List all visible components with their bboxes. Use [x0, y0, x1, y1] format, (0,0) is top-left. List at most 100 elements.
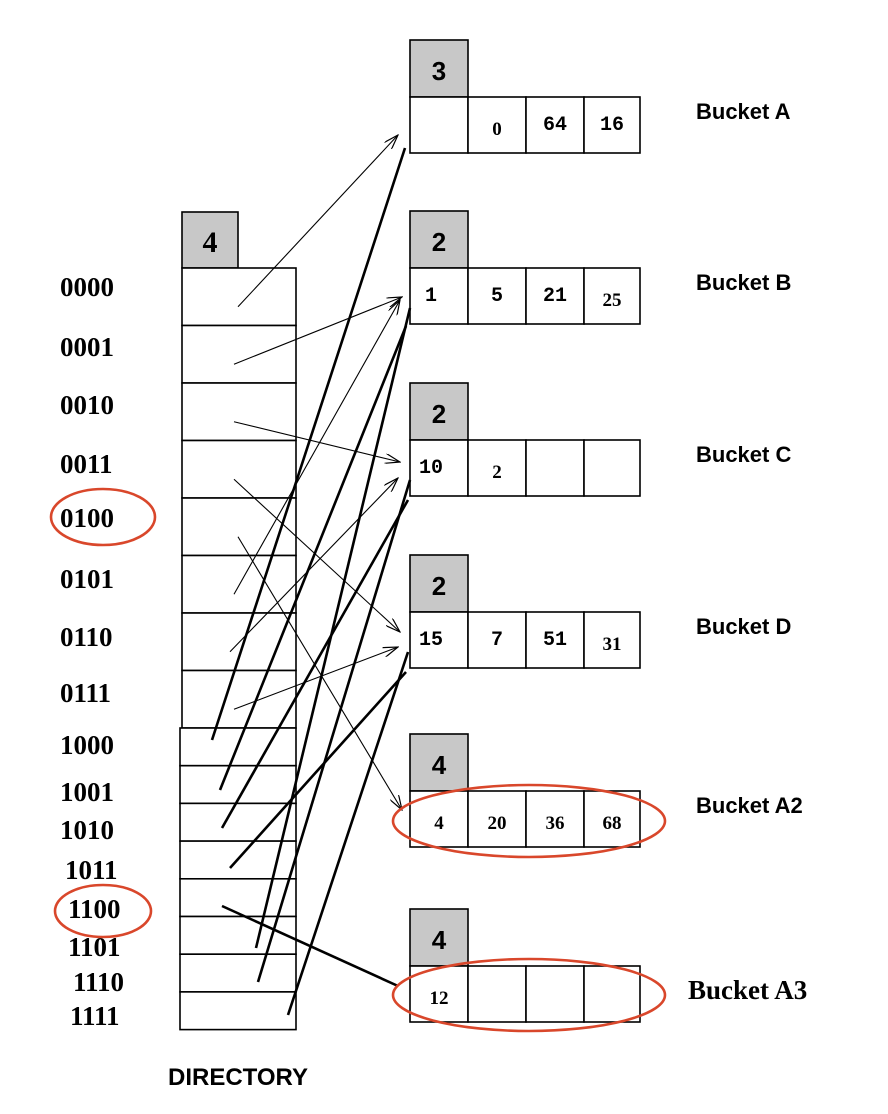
- bucket-a2-local-depth: 4: [432, 750, 447, 780]
- directory-slot-1111: [179, 991, 297, 1031]
- bucket-b-cell: [583, 267, 641, 325]
- bucket-c-cell-value: 10: [419, 457, 443, 480]
- pointer-1000: [210, 147, 407, 741]
- pointer-1111: [286, 651, 410, 1016]
- bucket-c-local-depth: 2: [432, 399, 446, 429]
- bucket-a3: 4 12 Bucket A3: [409, 908, 807, 1023]
- pointer-0111: [233, 647, 398, 710]
- bucket-a2-cell-value: 4: [434, 813, 444, 834]
- directory-entry-1011: 1011: [65, 855, 118, 885]
- directory-entry-labels: 0000 0001 0010 0011 0100 0101 0110 0111 1000 1001…: [60, 272, 124, 1031]
- bucket-a3-local-depth: 4: [432, 925, 447, 955]
- pointer-1001: [218, 325, 408, 791]
- highlight-bucket-a2: [391, 783, 667, 859]
- directory-entry-0000: 0000: [60, 272, 114, 302]
- highlight-entry-1100: [53, 883, 153, 939]
- directory-entry-0001: 0001: [60, 332, 114, 362]
- highlight-entry-0100: [49, 487, 157, 547]
- bucket-a-cell: [583, 96, 641, 154]
- bucket-d: 2 15 7 51 31 Bucket D: [409, 554, 791, 669]
- bucket-d-cell-value: 51: [543, 629, 567, 652]
- pointer-1011: [229, 671, 407, 869]
- bucket-c-cell-value: 2: [492, 462, 502, 483]
- bucket-a-cell-value: 64: [543, 114, 567, 137]
- bucket-a2-cell: [525, 790, 585, 848]
- pointer-1110: [256, 479, 412, 983]
- bucket-a-cell-value: 16: [600, 114, 624, 137]
- bucket-b-cell-value: 5: [491, 285, 503, 308]
- bucket-d-cell: [409, 611, 469, 669]
- directory-entry-1100: 1100: [68, 894, 121, 924]
- pointer-0001: [233, 297, 402, 365]
- directory-entry-0100: 0100: [60, 503, 114, 533]
- bucket-b-cell-value: 25: [603, 290, 622, 311]
- directory-entry-0101: 0101: [60, 564, 114, 594]
- bucket-a-local-depth: 3: [432, 56, 446, 86]
- directory-slot-0100: [181, 497, 297, 557]
- pointer-0000: [237, 135, 398, 308]
- bucket-a2-cell: [583, 790, 641, 848]
- bucket-b-cell-value: 1: [425, 285, 437, 308]
- bucket-b-cell-value: 21: [543, 285, 567, 308]
- highlights: [49, 487, 667, 1033]
- directory-entry-1111: 1111: [70, 1001, 120, 1031]
- bucket-b-cell: [525, 267, 585, 325]
- bucket-d-name: Bucket D: [696, 614, 791, 639]
- directory-slot-0011: [181, 439, 297, 499]
- bucket-d-cell: [467, 611, 527, 669]
- directory-entry-0111: 0111: [60, 678, 111, 708]
- directory-slot-1101: [179, 915, 297, 956]
- directory-slot-1110: [179, 953, 297, 993]
- bucket-c-local-depth-box: [409, 382, 469, 441]
- bucket-a2: 4 4 20 36 68 Bucket A2: [409, 733, 803, 848]
- directory-label: DIRECTORY: [168, 1064, 308, 1091]
- bucket-d-cell-value: 31: [603, 634, 622, 655]
- bucket-d-cell: [583, 611, 641, 669]
- bucket-a3-local-depth-box: [409, 908, 469, 967]
- bucket-d-cell-value: 7: [491, 629, 503, 652]
- bucket-a2-local-depth-box: [409, 733, 469, 792]
- directory-entry-0010: 0010: [60, 390, 114, 420]
- bucket-a3-cell-value: 12: [430, 988, 449, 1009]
- pointer-1101: [254, 307, 412, 949]
- bucket-b-cell: [409, 267, 469, 325]
- bucket-a2-cell-value: 20: [488, 813, 507, 834]
- bucket-c-cell: [583, 439, 641, 497]
- directory-global-depth-value: 4: [203, 226, 218, 259]
- bucket-a-cell-value: 0: [492, 119, 502, 140]
- pointer-0100: [237, 536, 402, 810]
- bucket-a3-cell: [583, 965, 641, 1023]
- directory-slot-0010: [181, 382, 297, 442]
- bucket-a3-name: Bucket A3: [688, 975, 807, 1005]
- bucket-c: 2 10 2 Bucket C: [409, 382, 791, 497]
- directory-entry-1001: 1001: [60, 777, 114, 807]
- bucket-a2-cell-value: 36: [546, 813, 565, 834]
- directory-slot-1100: [179, 877, 297, 918]
- bucket-a-local-depth-box: [409, 39, 469, 98]
- directory-slot-1010: [179, 802, 297, 842]
- pointer-0101: [233, 300, 400, 595]
- bucket-a2-cell: [467, 790, 527, 848]
- bucket-d-local-depth-box: [409, 554, 469, 613]
- directory-entry-0011: 0011: [60, 449, 113, 479]
- directory-entry-1010: 1010: [60, 815, 114, 845]
- bucket-a-cell: [409, 96, 469, 154]
- bucket-a2-cell-value: 68: [603, 813, 622, 834]
- pointer-1010: [220, 499, 410, 829]
- bucket-b-local-depth: 2: [432, 227, 446, 257]
- bucket-a3-cell: [467, 965, 527, 1023]
- directory-pointers: [210, 135, 412, 1016]
- bucket-a-cell: [467, 96, 527, 154]
- bucket-c-name: Bucket C: [696, 442, 791, 467]
- highlight-bucket-a3: [391, 957, 667, 1033]
- bucket-d-local-depth: 2: [432, 571, 446, 601]
- bucket-a3-cell: [525, 965, 585, 1023]
- bucket-a: 3 0 64 16 Bucket A: [409, 39, 791, 154]
- directory-slot-0001: [181, 324, 297, 384]
- bucket-a2-name: Bucket A2: [696, 793, 803, 818]
- directory-global-depth: 4: [181, 211, 239, 269]
- directory-entry-0110: 0110: [60, 622, 113, 652]
- bucket-a-name: Bucket A: [696, 99, 791, 124]
